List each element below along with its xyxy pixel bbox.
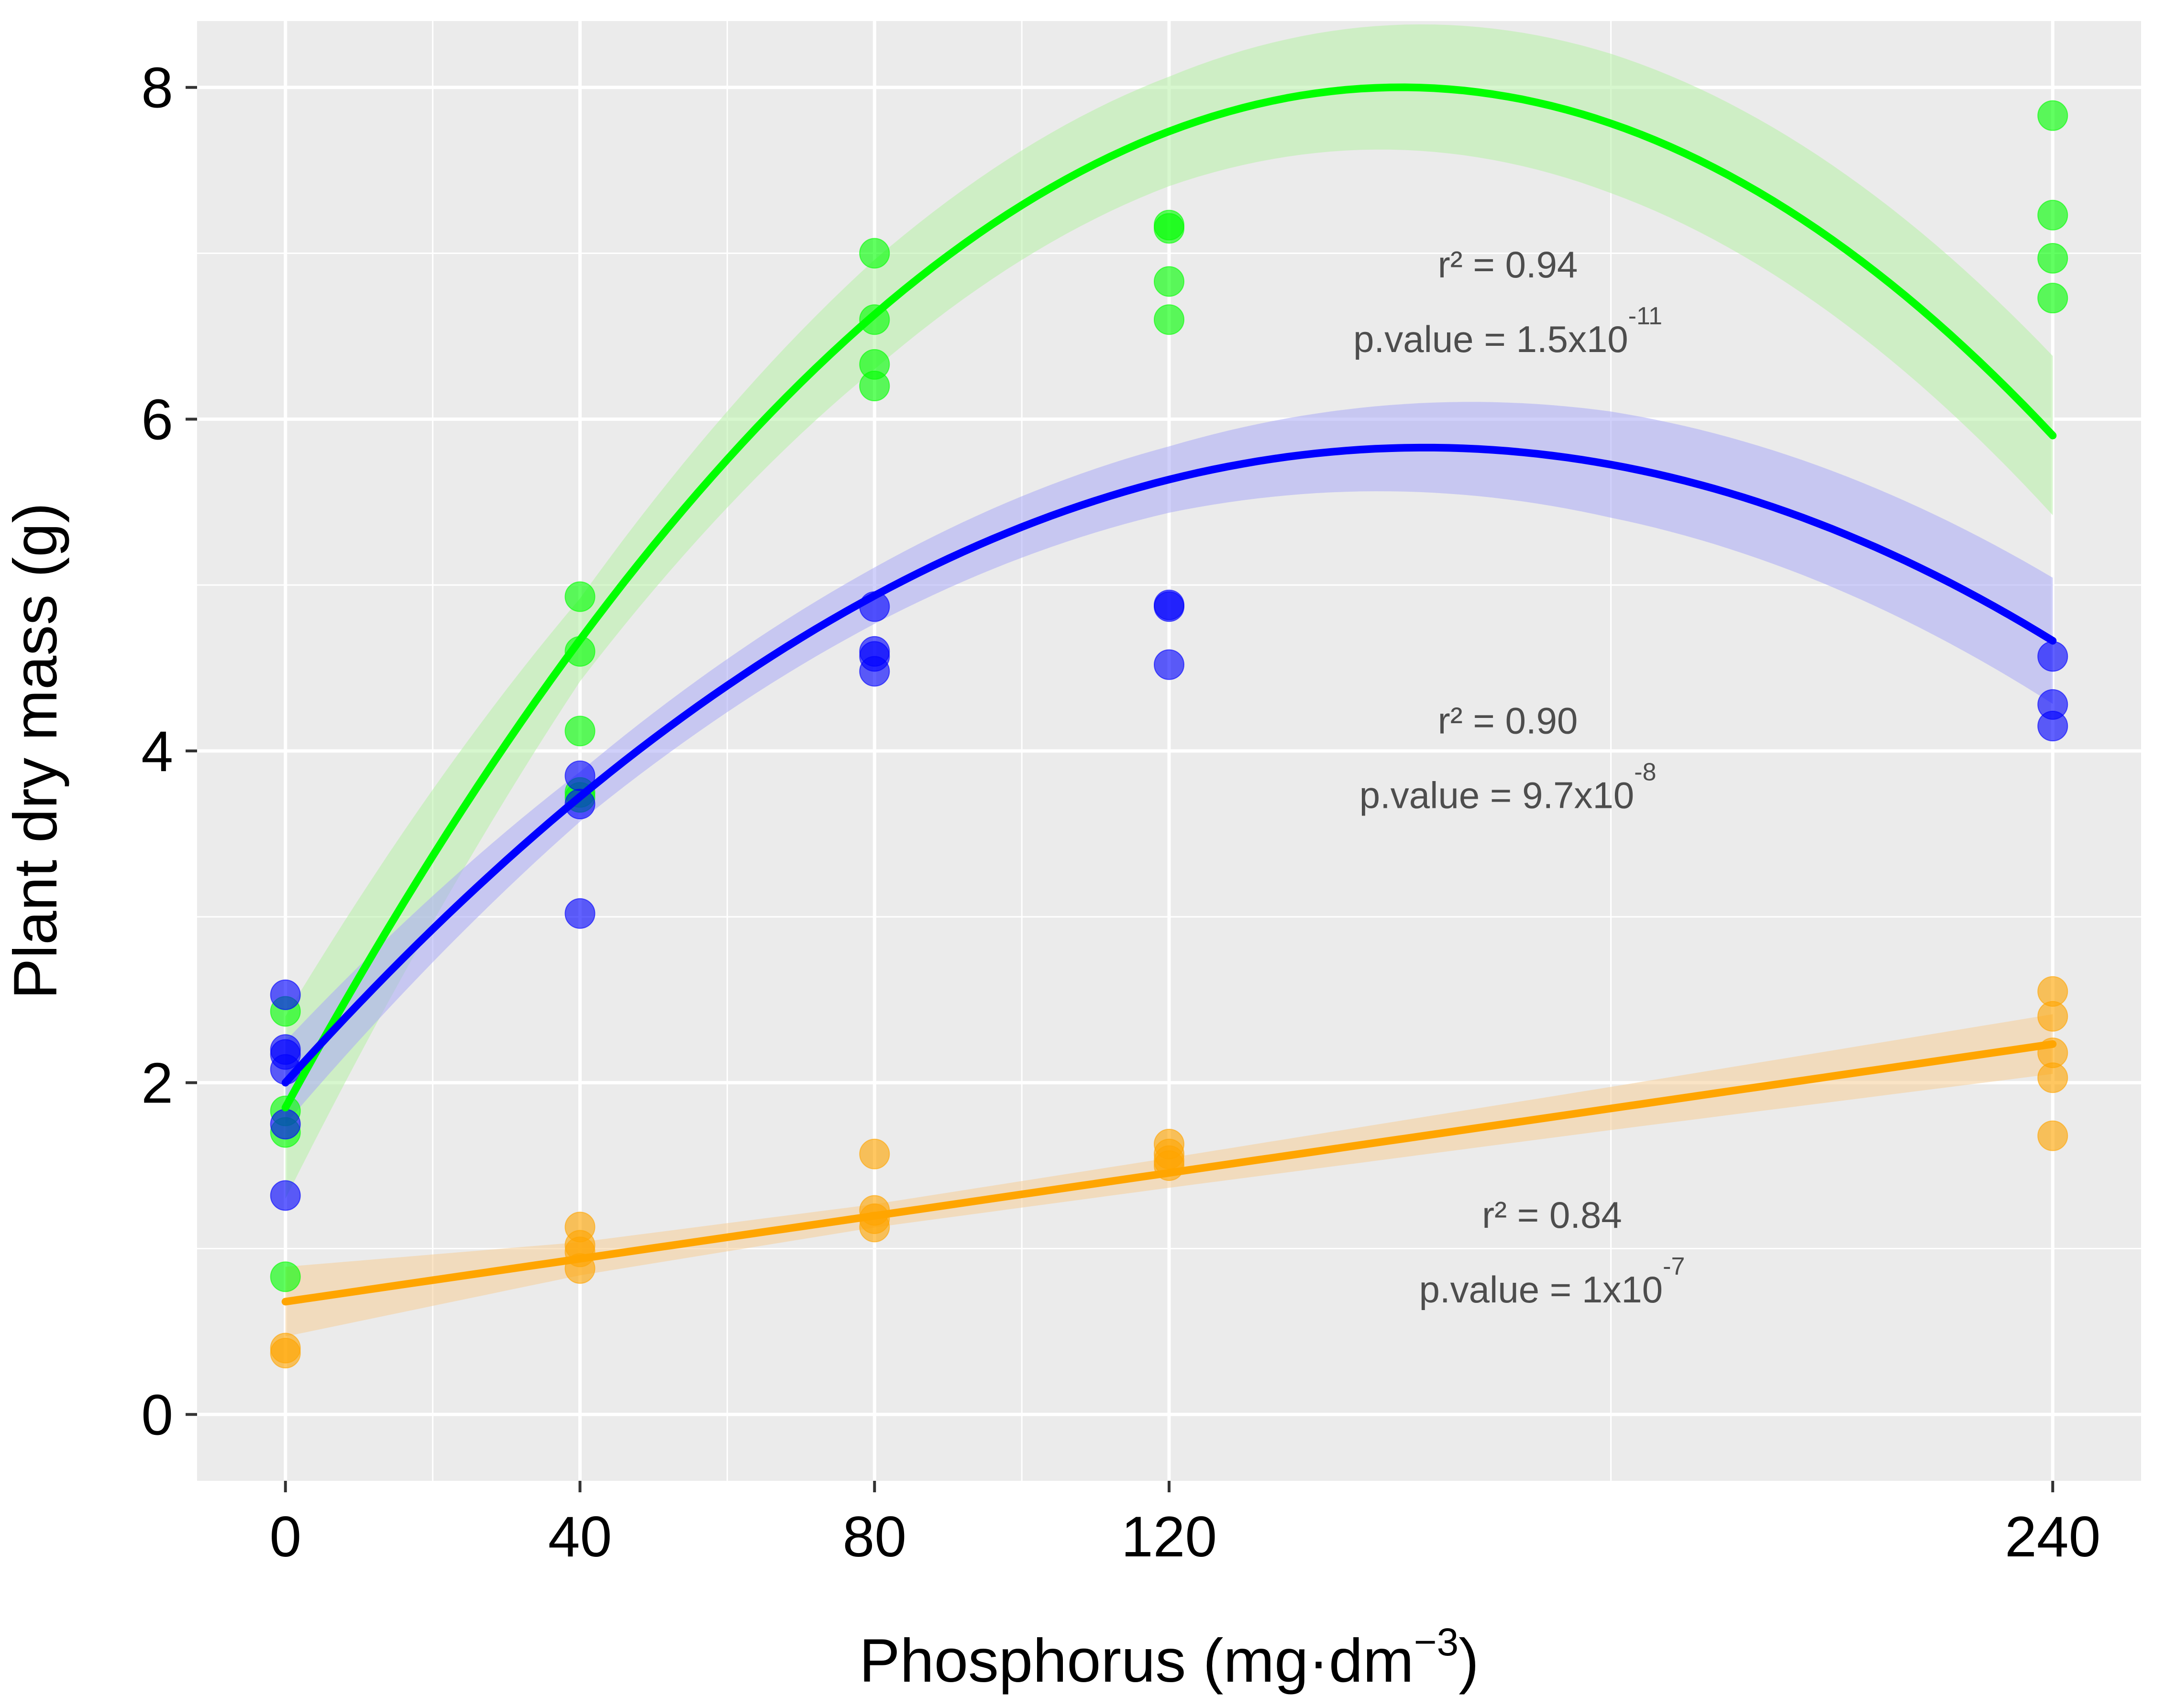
x-tick-label: 80	[843, 1505, 906, 1569]
data-point-green	[2037, 100, 2068, 131]
y-tick-label: 2	[141, 1051, 173, 1115]
data-point-blue	[1154, 649, 1184, 680]
annotation-r2-orange: r² = 0.84	[1482, 1194, 1622, 1236]
data-point-orange	[859, 1138, 890, 1169]
data-point-blue	[270, 1180, 301, 1211]
annotation-r2-blue: r² = 0.90	[1438, 700, 1578, 742]
annotation-pvalue-text: p.value = 1x10	[1419, 1268, 1663, 1311]
x-tick-label: 120	[1121, 1505, 1217, 1569]
y-axis-title: Plant dry mass (g)	[1, 503, 70, 1000]
data-point-orange	[2037, 1062, 2068, 1093]
x-tick-label: 40	[548, 1505, 612, 1569]
data-point-blue	[1154, 591, 1184, 622]
fit-line-blue	[281, 443, 2057, 1087]
data-points	[270, 100, 2068, 1368]
data-point-green	[1154, 266, 1184, 297]
confidence-band-blue	[285, 402, 2053, 1124]
annotation-pvalue-text: p.value = 9.7x10	[1359, 774, 1635, 816]
data-point-green	[859, 371, 890, 401]
annotations: r² = 0.94 p.value = 1.5x10-11 r² = 0.90 p.v…	[1353, 243, 1685, 1311]
data-point-blue	[2037, 710, 2068, 741]
data-point-blue	[859, 656, 890, 687]
data-point-blue	[2037, 641, 2068, 672]
annotation-pvalue-green: p.value = 1.5x10-11	[1353, 302, 1662, 360]
data-point-green	[2037, 242, 2068, 274]
y-tick-label: 6	[141, 387, 173, 452]
annotation-pvalue-exponent: -8	[1634, 759, 1656, 786]
annotation-pvalue-blue: p.value = 9.7x10-8	[1359, 759, 1657, 816]
data-point-orange	[2037, 1120, 2068, 1151]
data-point-blue	[270, 1109, 301, 1140]
y-tick-label: 4	[141, 719, 173, 783]
data-point-blue	[564, 898, 596, 929]
y-tick-label: 8	[141, 56, 173, 120]
data-point-blue	[270, 979, 301, 1010]
data-point-green	[859, 238, 890, 269]
x-tick-label: 0	[269, 1505, 301, 1569]
annotation-pvalue-exponent: -7	[1663, 1253, 1685, 1280]
fit-line-green	[281, 83, 2057, 1112]
annotation-pvalue-text: p.value = 1.5x10	[1353, 318, 1628, 360]
data-point-green	[2037, 283, 2068, 314]
x-tick-label: 240	[2005, 1505, 2100, 1569]
data-point-orange	[270, 1337, 301, 1368]
annotation-pvalue-exponent: -11	[1628, 302, 1662, 330]
annotation-pvalue-orange: p.value = 1x10-7	[1419, 1253, 1685, 1311]
data-point-orange	[2037, 1001, 2068, 1032]
x-axis-title: Phosphorus (mg·dm−3)	[859, 1620, 1479, 1695]
data-point-blue	[564, 788, 596, 819]
data-point-green	[1154, 304, 1184, 335]
data-point-green	[2037, 199, 2068, 231]
data-point-green	[1154, 213, 1184, 244]
fit-line-orange	[281, 1040, 2057, 1306]
data-point-green	[564, 581, 596, 612]
data-point-green	[564, 716, 596, 747]
annotation-r2-green: r² = 0.94	[1438, 243, 1578, 286]
fit-lines	[281, 83, 2057, 1306]
y-tick-label: 0	[141, 1383, 173, 1447]
data-point-green	[270, 1261, 301, 1292]
